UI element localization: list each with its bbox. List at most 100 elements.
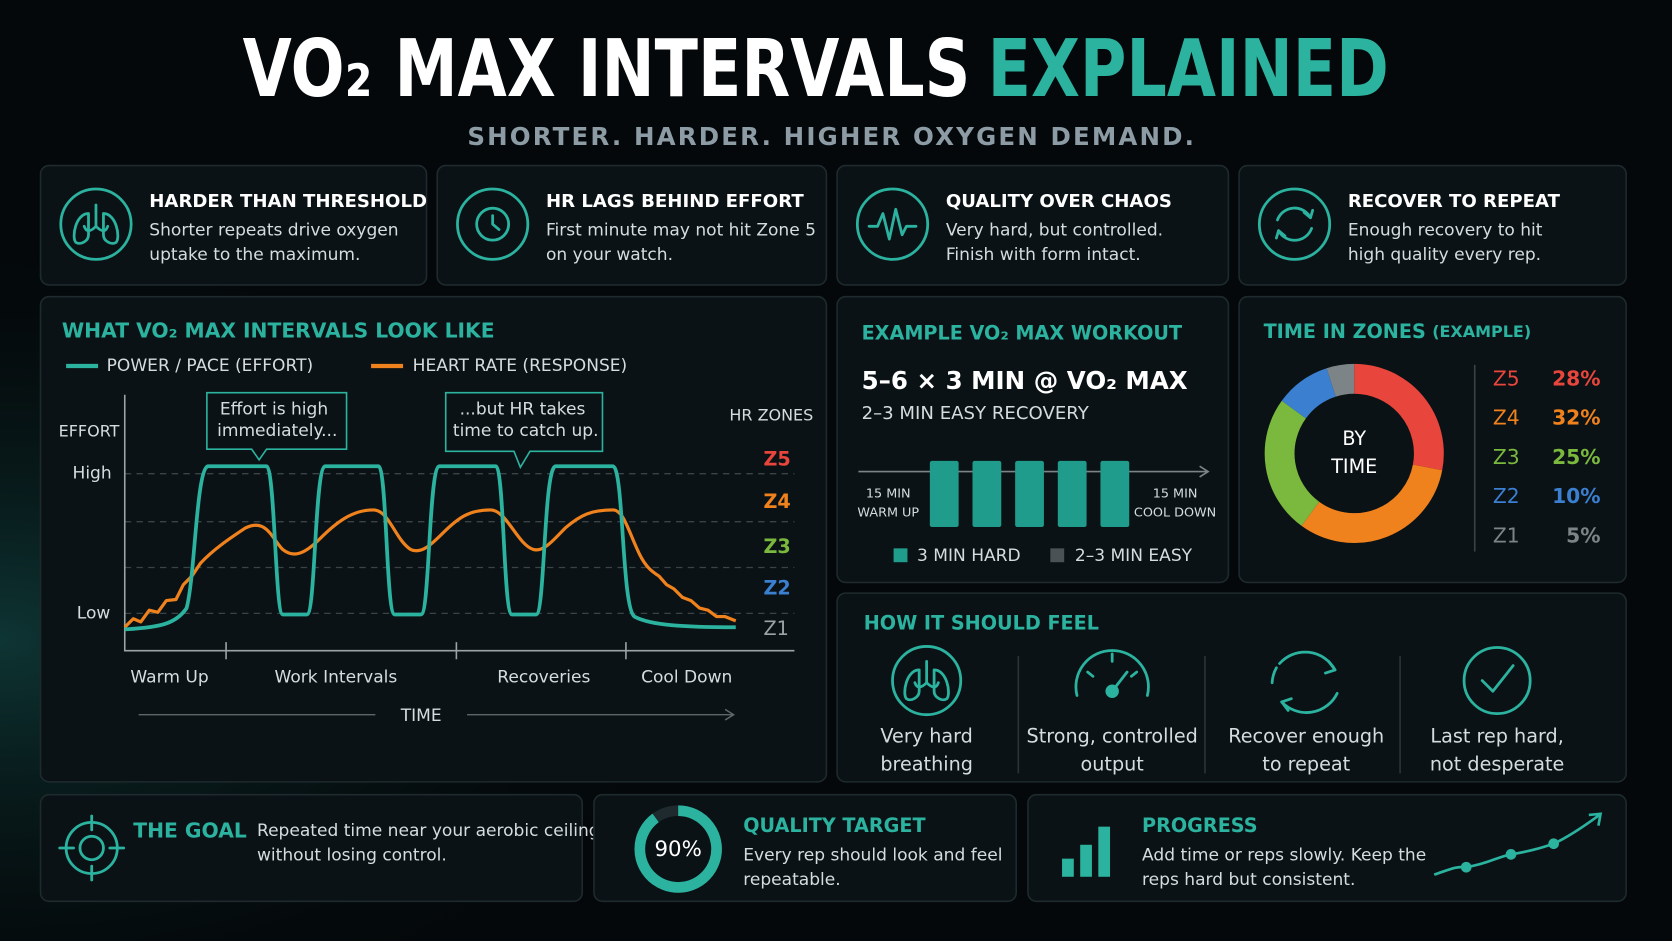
card-text: First minute may not hit Zone 5 [546,221,816,241]
zone-label: Z4 [763,490,790,513]
card-title: HARDER THAN THRESHOLD [149,191,427,212]
goal-text: Repeated time near your aerobic ceiling [257,821,600,841]
card-icon [867,207,918,241]
effort-panel-part [444,391,604,470]
icon-target [58,814,126,882]
icon-check-part [1480,664,1515,693]
workout-panel-part [1050,548,1065,563]
progress-panel-part [1460,861,1472,873]
progress-panel-part [1062,858,1074,877]
card-icon [1275,206,1315,242]
icon-gauge [1074,649,1150,698]
donut-segment [1264,400,1320,526]
legend-label: Z3 [1493,445,1520,469]
icon-target-part [58,814,126,882]
info-card: HR LAGS BEHIND EFFORT First minute may no… [436,164,828,286]
info-card: QUALITY OVER CHAOS Very hard, but control… [836,164,1230,286]
icon-gauge-part [1105,684,1119,698]
main-title: VO₂ MAX INTERVALSEXPLAINED [243,23,1389,115]
icon-target-part [78,834,105,862]
card-title: HR LAGS BEHIND EFFORT [546,191,804,212]
workout-panel-part [929,460,959,528]
value-label: 10% [1552,484,1600,508]
effort-panel-part [138,708,736,721]
progress-panel-part [1505,849,1517,860]
legend-easy: 2–3 MIN EASY [1075,546,1193,566]
center-label: TIME [1330,455,1377,478]
zone-label: Z5 [763,447,790,470]
progress-text: reps hard but consistent. [1142,870,1355,890]
card-text: Shorter repeats drive oxygen [149,221,398,241]
donut-segment [1353,363,1444,471]
goal-panel-part [39,793,584,903]
card-text: Very hard, but controlled. [946,221,1163,241]
zones-label: HR ZONES [729,406,813,425]
effort-title: WHAT VO₂ MAX INTERVALS LOOK LIKE [62,318,495,342]
card-text: on your watch. [546,245,673,265]
legend-label: Z5 [1493,366,1520,390]
card-text: Finish with form intact. [946,245,1141,265]
segment-label: WARM UP [857,506,919,521]
card-icon-ring [1257,187,1332,261]
workout-panel-part [1015,460,1044,528]
quality-title: QUALITY TARGET [743,814,925,837]
card-icon-ring [59,187,133,261]
card-panel [436,164,828,286]
card-panel [836,164,1230,286]
progress-panel-part [1548,838,1559,850]
card-text: Enough recovery to hit [1348,221,1543,241]
title-main: VO₂ MAX INTERVALS [243,23,971,115]
feel-text: breathing [880,752,973,775]
quality-arc [634,805,722,893]
card-icon [72,203,120,245]
card-panel [39,164,428,286]
value-label: 25% [1552,445,1600,469]
icon-check-part [1462,646,1532,716]
progress-text: Add time or reps slowly. Keep the [1142,845,1426,865]
effort-panel-part [123,394,795,660]
legend-label: Z4 [1493,406,1520,430]
phase-label: Cool Down [641,667,732,687]
quality-text: repeatable. [743,870,840,890]
workout-panel-part [1100,460,1130,528]
progress-panel: PROGRESS Add time or reps slowly. Keep t… [1027,793,1627,903]
segment-label: 15 MIN [1153,486,1198,501]
goal-title: THE GOAL [133,818,247,842]
donut-segment [1281,368,1337,419]
donut-segment [1301,464,1443,543]
icon-cycle [1270,650,1339,714]
progress-panel-part [1027,793,1627,903]
icon-lungs-part [891,645,963,717]
zone-label: Z1 [763,617,788,640]
icon-lungs-part [903,659,950,702]
donut-segment [1326,363,1355,397]
value-label: 28% [1552,366,1600,390]
workout-panel: EXAMPLE VO₂ MAX WORKOUT 5–6 × 3 MIN @ VO… [836,295,1230,584]
effort-panel: WHAT VO₂ MAX INTERVALS LOOK LIKE POWER /… [39,295,828,783]
legend-effort: POWER / PACE (EFFORT) [107,356,314,376]
progress-title: PROGRESS [1142,814,1258,837]
zone-label: Z2 [763,576,790,599]
effort-panel-part [123,508,737,629]
feel-text: Last rep hard, [1430,725,1563,748]
card-text: uptake to the maximum. [149,245,360,265]
value-label: 5% [1566,523,1600,547]
callout-text: time to catch up. [453,421,599,441]
info-card: HARDER THAN THRESHOLD Shorter repeats dri… [39,164,428,286]
feel-panel: HOW IT SHOULD FEEL [836,592,1627,783]
progress-panel-part [1080,844,1092,877]
segment-label: 15 MIN [866,486,911,501]
chart-subtitle: (EXAMPLE) [1432,321,1531,340]
workout-panel-part [972,460,1002,528]
callout-text: immediately... [217,421,337,441]
legend-hr: HEART RATE (RESPONSE) [413,356,628,376]
segment-label: COOL DOWN [1134,506,1216,521]
center-label: BY [1342,427,1366,450]
legend-hard: 3 MIN HARD [917,546,1021,566]
workout-panel-part [893,548,908,563]
info-card: RECOVER TO REPEAT Enough recovery to hit h… [1238,164,1627,286]
phase-label: Recoveries [497,667,590,687]
workout-main: 5–6 × 3 MIN @ VO₂ MAX [862,366,1188,395]
